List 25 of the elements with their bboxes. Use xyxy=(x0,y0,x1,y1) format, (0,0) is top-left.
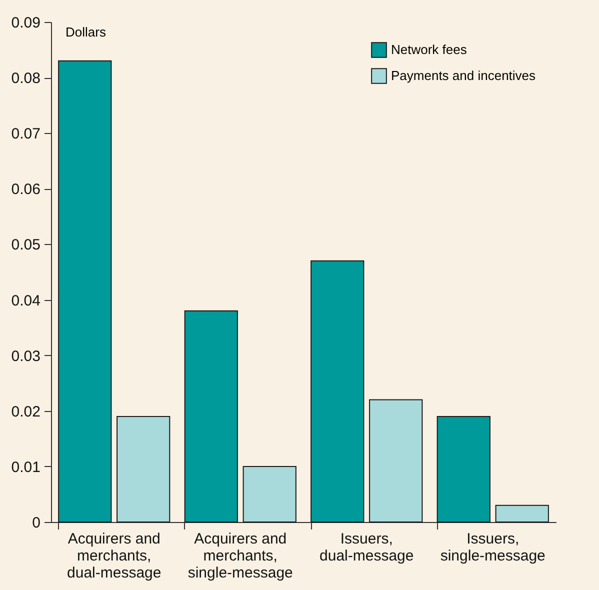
y-tick-label: 0.05 xyxy=(11,236,40,254)
bar xyxy=(436,416,490,522)
x-tick-label: Acquirers and merchants, dual-message xyxy=(67,530,162,582)
y-tick-label: 0.07 xyxy=(11,126,40,143)
y-tick-label: 0.08 xyxy=(11,70,40,88)
y-tick-label: 0.01 xyxy=(11,458,40,476)
x-tick-label: Acquirers and merchants, single-message xyxy=(188,530,293,582)
bar xyxy=(184,310,238,522)
bar xyxy=(369,399,423,522)
bar xyxy=(495,504,549,522)
bar xyxy=(58,60,112,522)
bar xyxy=(310,260,364,522)
bar xyxy=(116,416,170,522)
y-tick-label: 0.09 xyxy=(11,14,40,32)
y-tick-label: 0.03 xyxy=(11,348,40,365)
y-tick-label: 0.06 xyxy=(11,181,40,198)
y-tick-label: 0.04 xyxy=(11,292,40,310)
y-tick-label: 0.02 xyxy=(11,403,40,420)
legend-label: Network fees xyxy=(391,42,468,57)
bar xyxy=(242,466,296,522)
y-tick-label: 0 xyxy=(32,514,40,532)
y-axis-title: Dollars xyxy=(66,24,106,40)
x-tick-label: Issuers, dual-message xyxy=(320,530,414,564)
x-tick-label: Issuers, single-message xyxy=(440,530,546,564)
legend-label: Payments and incentives xyxy=(391,68,536,83)
